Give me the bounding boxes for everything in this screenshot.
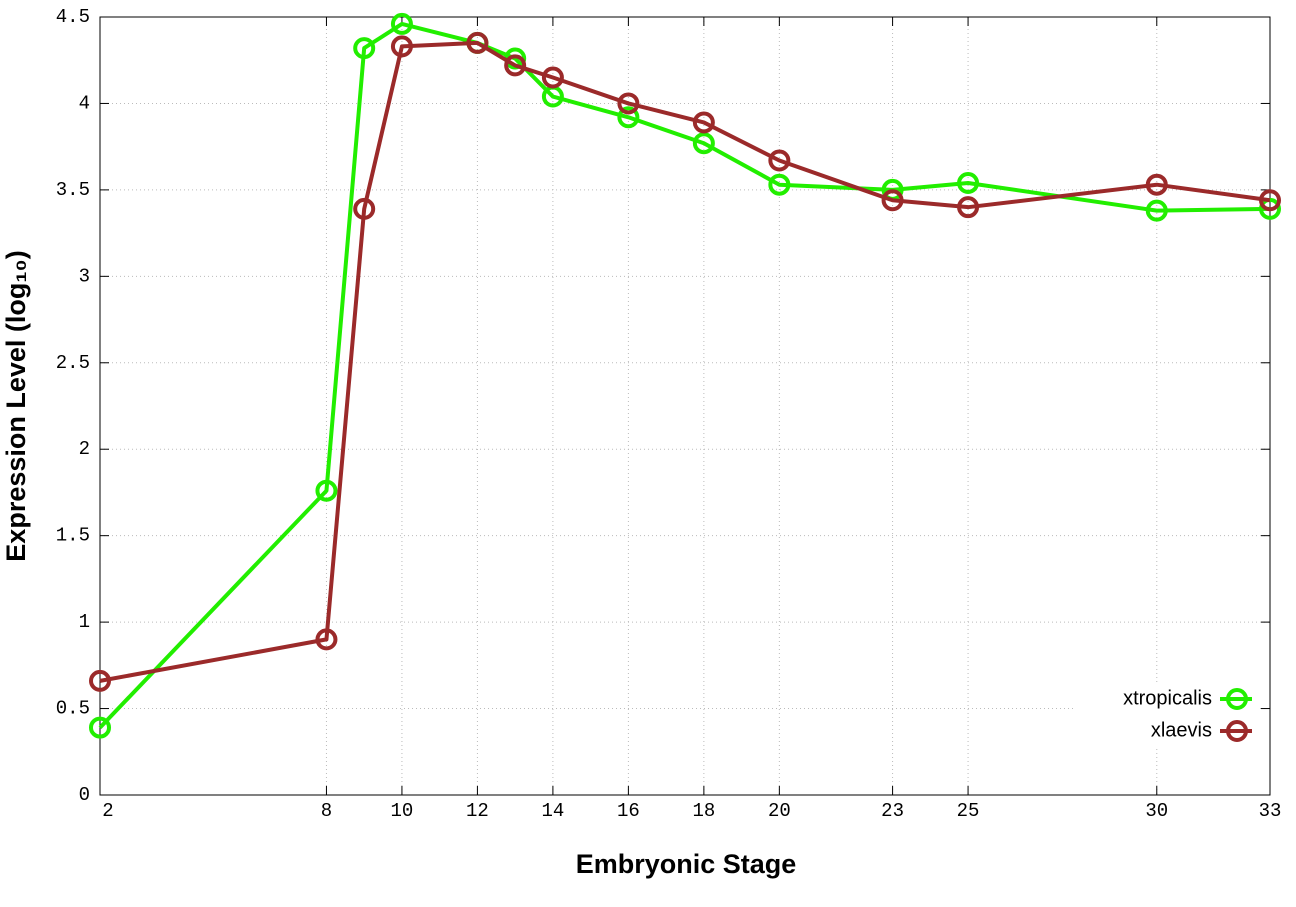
data-point [1145,199,1168,222]
x-tick-label: 20 [768,800,791,822]
y-tick-label: 1 [79,611,90,633]
data-point [390,35,413,58]
y-tick-label: 2 [79,438,90,460]
x-tick-label: 25 [957,800,980,822]
y-tick-label: 0.5 [56,698,90,720]
legend-label: xtropicalis [1123,687,1212,709]
x-tick-label: 12 [466,800,489,822]
x-tick-label: 18 [692,800,715,822]
data-point [315,479,338,502]
legend-label: xlaevis [1151,719,1212,741]
data-point [1145,173,1168,196]
plot-border [99,16,1271,796]
data-point [353,37,376,60]
data-point [89,669,111,692]
y-axis-title: Expression Level (log₁₀) [1,250,31,561]
data-point [1259,189,1281,212]
data-point [768,173,791,196]
data-point [692,132,715,155]
y-tick-label: 4.5 [56,6,90,28]
data-point [768,149,791,172]
y-tick-label: 1.5 [56,525,90,547]
data-point [466,31,489,54]
data-point [315,628,338,651]
y-tick-label: 3 [79,265,90,287]
data-point [957,196,980,219]
x-tick-label: 23 [881,800,904,822]
data-point [390,12,413,35]
x-axis-title: Embryonic Stage [576,849,797,879]
y-tick-label: 4 [79,92,90,114]
data-point [617,92,640,115]
data-point [617,106,640,129]
x-tick-label: 2 [102,800,113,822]
legend-marker [1226,688,1248,710]
data-point [541,66,564,89]
x-tick-label: 14 [541,800,564,822]
data-point [89,716,111,739]
data-point [692,111,715,134]
data-point [957,171,980,194]
x-tick-label: 33 [1259,800,1282,822]
x-tick-label: 16 [617,800,640,822]
data-point [504,54,527,77]
x-tick-label: 8 [321,800,332,822]
legend-marker [1226,720,1248,742]
x-tick-label: 30 [1145,800,1168,822]
y-tick-label: 2.5 [56,352,90,374]
series-line [99,40,1271,683]
y-tick-label: 0 [79,784,90,806]
x-tick-label: 10 [391,800,414,822]
y-tick-label: 3.5 [56,179,90,201]
data-point [881,189,904,212]
data-point [353,197,376,220]
